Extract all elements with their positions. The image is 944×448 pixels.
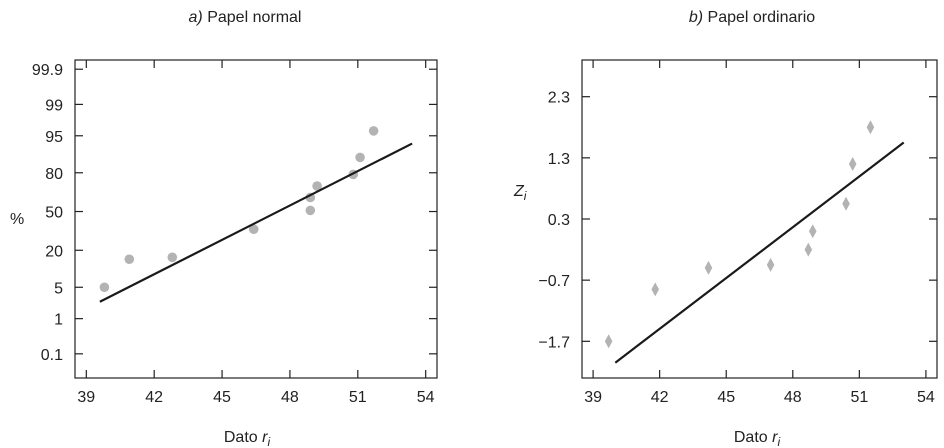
panel-a-title: a) Papel normal: [189, 9, 302, 26]
y-tick-label: 2.3: [548, 90, 570, 107]
data-point: [766, 257, 775, 272]
panel-a-x-axis: 39 42 45 48 51 54: [77, 60, 435, 406]
panel-a-title-text: Papel normal: [203, 9, 302, 26]
panel-b-y-label: Zi: [513, 183, 527, 203]
data-point: [808, 224, 817, 239]
panel-a-x-label-var: r: [262, 429, 268, 446]
panel-b-y-label-var: Z: [513, 183, 525, 200]
panel-b-y-label-sub: i: [524, 189, 527, 203]
y-tick-label: 50: [45, 205, 63, 222]
y-tick-label: 5: [54, 280, 63, 297]
y-tick-label: 99.9: [32, 62, 63, 79]
data-point: [355, 152, 365, 163]
x-tick-label: 48: [281, 389, 299, 406]
panel-a-x-label-sub: i: [267, 435, 270, 448]
data-point: [866, 120, 875, 135]
data-point: [651, 282, 660, 297]
data-point: [704, 260, 713, 275]
data-point: [604, 334, 613, 349]
panel-b-x-label-var: r: [772, 429, 778, 446]
y-tick-label: −1.7: [538, 334, 570, 351]
data-point: [248, 224, 259, 235]
x-tick-label: 51: [349, 389, 367, 406]
panel-b-x-axis: 39 42 45 48 51 54: [584, 60, 935, 406]
panel-b-plot-frame: [581, 59, 938, 379]
panel-a-fit-line: [99, 142, 413, 303]
panel-b-title-prefix: b): [689, 9, 703, 26]
x-tick-label: 54: [417, 389, 435, 406]
y-tick-label: 0.3: [548, 212, 570, 229]
panel-a-plot-frame: [74, 59, 438, 379]
x-tick-label: 42: [651, 389, 669, 406]
x-tick-label: 39: [77, 389, 95, 406]
y-tick-label: 1: [54, 312, 63, 329]
x-tick-label: 51: [850, 389, 868, 406]
data-point: [305, 205, 316, 216]
data-point: [842, 196, 850, 211]
y-tick-label: 99: [45, 97, 63, 114]
x-tick-label: 45: [213, 389, 231, 406]
panel-a-y-axis: 0.1 1 5 20 50 80 95 99 99.9: [32, 62, 437, 364]
panel-a-x-label-text: Dato: [224, 429, 262, 446]
x-tick-label: 45: [717, 389, 735, 406]
panel-b-title: b) Papel ordinario: [689, 9, 815, 26]
data-point: [99, 282, 110, 293]
panel-b-x-label-sub: i: [777, 435, 780, 448]
data-point: [848, 156, 857, 171]
y-tick-label: 20: [45, 243, 63, 260]
y-tick-label: 1.3: [548, 151, 570, 168]
y-tick-label: 0.1: [41, 347, 63, 364]
panel-b-x-label: Dato ri: [734, 429, 781, 448]
x-tick-label: 48: [784, 389, 802, 406]
x-tick-label: 54: [917, 389, 935, 406]
panel-a-x-label: Dato ri: [224, 429, 271, 448]
panel-a-y-label: %: [10, 211, 24, 228]
panel-a-points: [99, 126, 379, 293]
panel-b-fit-line: [614, 141, 905, 364]
data-point: [124, 254, 135, 265]
y-tick-label: 95: [45, 129, 63, 146]
panel-b-x-label-text: Dato: [734, 429, 772, 446]
panel-b: b) Papel ordinario 39 42 45 48 51 54 −1.7 −0.7…: [513, 9, 938, 448]
x-tick-label: 42: [145, 389, 163, 406]
panel-b-y-axis: −1.7 −0.7 0.3 1.3 2.3: [538, 90, 937, 351]
panel-a: a) Papel normal 39 42 45 48 51 54 0.1 1 5 20 50 80…: [10, 9, 438, 448]
x-tick-label: 39: [584, 389, 602, 406]
panel-b-title-text: Papel ordinario: [703, 9, 815, 26]
data-point: [167, 252, 178, 263]
panel-b-points: [604, 120, 875, 349]
y-tick-label: 80: [45, 166, 63, 183]
y-tick-label: −0.7: [538, 273, 570, 290]
data-point: [804, 242, 813, 257]
panel-a-title-prefix: a): [189, 9, 203, 26]
data-point: [312, 181, 322, 191]
data-point: [368, 126, 379, 136]
